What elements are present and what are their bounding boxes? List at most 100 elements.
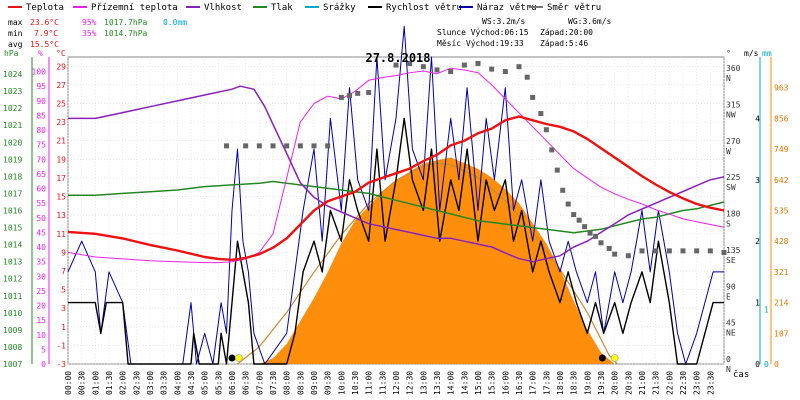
wind-direction-point-28 bbox=[560, 187, 566, 193]
stats-avg-label: avg bbox=[8, 40, 23, 49]
x-tick-17: 08:30 bbox=[296, 371, 305, 395]
direction-tick-180: 180 bbox=[726, 210, 741, 219]
x-tick-27: 13:30 bbox=[433, 371, 442, 395]
solar-tick-321: 321 bbox=[774, 268, 789, 277]
pressure-tick-1018: 1018 bbox=[3, 172, 22, 181]
info-block: max 23.6°C 95% 1017.7hPa 0.0mm min 7.9°C 35% 101… bbox=[8, 17, 612, 49]
humidity-tick-85: 85 bbox=[36, 111, 46, 120]
wind-direction-point-13 bbox=[407, 60, 413, 66]
pressure-tick-1015: 1015 bbox=[3, 224, 22, 233]
wind-direction-point-37 bbox=[612, 251, 618, 257]
x-tick-39: 19:30 bbox=[597, 371, 606, 395]
temperature-tick-11: 11 bbox=[56, 230, 66, 239]
compass-tick-0: N bbox=[726, 365, 731, 374]
wind-direction-point-17 bbox=[461, 62, 467, 68]
humidity-tick-95: 95 bbox=[36, 82, 46, 91]
direction-tick-90: 90 bbox=[726, 282, 736, 291]
legend-label-6: Náraz větru bbox=[477, 3, 537, 13]
solar-tick-856: 856 bbox=[774, 114, 789, 123]
x-tick-44: 22:00 bbox=[665, 371, 674, 395]
x-tick-20: 10:00 bbox=[337, 371, 346, 395]
moon-rise-marker bbox=[598, 354, 606, 362]
temperature-tick-17: 17 bbox=[56, 174, 66, 183]
x-tick-28: 14:00 bbox=[447, 371, 456, 395]
info-sun-set: Západ:20:00 bbox=[540, 28, 593, 37]
temperature-axis-unit: °C bbox=[56, 49, 66, 58]
x-tick-43: 21:30 bbox=[652, 371, 661, 395]
compass-tick-135: SE bbox=[726, 256, 736, 265]
solar-tick-963: 963 bbox=[774, 84, 789, 93]
x-tick-16: 08:00 bbox=[283, 371, 292, 395]
wind-direction-point-14 bbox=[420, 64, 426, 70]
wind-direction-point-39 bbox=[639, 248, 645, 254]
humidity-tick-50: 50 bbox=[36, 214, 46, 223]
compass-tick-270: W bbox=[726, 147, 731, 156]
humidity-tick-40: 40 bbox=[36, 243, 46, 252]
wind-direction-point-21 bbox=[516, 64, 522, 70]
wind-direction-point-42 bbox=[680, 248, 686, 254]
stats-max-label: max bbox=[8, 18, 23, 27]
wind-direction-point-32 bbox=[582, 224, 588, 230]
wind-direction-point-24 bbox=[538, 111, 544, 117]
x-tick-6: 03:00 bbox=[146, 371, 155, 395]
wind-direction-point-19 bbox=[489, 66, 495, 72]
humidity-tick-45: 45 bbox=[36, 228, 46, 237]
temperature-tick-1: 1 bbox=[61, 323, 66, 332]
humidity-tick-25: 25 bbox=[36, 287, 46, 296]
stats-avg-temp: 15.5°C bbox=[30, 40, 59, 49]
direction-axis-unit: ° bbox=[726, 49, 731, 58]
pressure-tick-1008: 1008 bbox=[3, 343, 22, 352]
humidity-tick-70: 70 bbox=[36, 155, 46, 164]
compass-tick-180: S bbox=[726, 220, 731, 229]
solar-tick-535: 535 bbox=[774, 207, 789, 216]
direction-tick-360: 360 bbox=[726, 64, 741, 73]
x-tick-45: 22:30 bbox=[679, 371, 688, 395]
pressure-tick-1017: 1017 bbox=[3, 189, 22, 198]
temperature-tick-15: 15 bbox=[56, 193, 66, 202]
wind-direction-point-23 bbox=[530, 94, 536, 100]
x-tick-38: 19:00 bbox=[583, 371, 592, 395]
wind-direction-point-43 bbox=[694, 248, 700, 254]
wind-gust-line bbox=[67, 25, 724, 365]
legend: Teplota Přízemní teplota Vlhkost Tlak Srážky… bbox=[8, 3, 601, 13]
x-tick-35: 17:30 bbox=[542, 371, 551, 395]
wind-direction-point-2 bbox=[256, 143, 262, 149]
wind-direction-point-41 bbox=[666, 248, 672, 254]
plot-area bbox=[67, 25, 727, 365]
compass-tick-225: SW bbox=[726, 183, 736, 192]
wind-direction-point-0 bbox=[224, 143, 230, 149]
humidity-tick-65: 65 bbox=[36, 170, 46, 179]
chart-title: 27.8.2018 bbox=[365, 51, 430, 65]
legend-label-5: Rychlost větru bbox=[386, 3, 462, 13]
temperature-tick-13: 13 bbox=[56, 211, 66, 220]
direction-tick-225: 225 bbox=[726, 173, 741, 182]
wind-direction-point-30 bbox=[571, 212, 577, 218]
x-tick-37: 18:30 bbox=[570, 371, 579, 395]
humidity-tick-15: 15 bbox=[36, 316, 46, 325]
pressure-tick-1011: 1011 bbox=[3, 292, 22, 301]
wind-direction-point-33 bbox=[587, 230, 593, 236]
solar-radiation-area bbox=[259, 157, 615, 364]
wind-direction-point-38 bbox=[625, 253, 631, 259]
wind-direction-point-26 bbox=[549, 147, 555, 153]
temperature-tick--3: -3 bbox=[56, 360, 66, 369]
x-tick-46: 23:00 bbox=[693, 371, 702, 395]
pressure-tick-1020: 1020 bbox=[3, 138, 22, 147]
x-axis-unit: čas bbox=[733, 369, 749, 380]
info-ws: WS:3.2m/s bbox=[482, 17, 526, 26]
temperature-tick-9: 9 bbox=[61, 248, 66, 257]
pressure-tick-1013: 1013 bbox=[3, 258, 22, 267]
pressure-tick-1024: 1024 bbox=[3, 70, 22, 79]
humidity-tick-5: 5 bbox=[41, 345, 46, 354]
temperature-tick--1: -1 bbox=[56, 341, 66, 350]
x-tick-15: 07:30 bbox=[269, 371, 278, 395]
x-tick-11: 05:30 bbox=[214, 371, 223, 395]
stats-max-temp: 23.6°C bbox=[30, 18, 59, 27]
x-tick-25: 12:30 bbox=[406, 371, 415, 395]
pressure-tick-1021: 1021 bbox=[3, 121, 22, 130]
wind-direction-point-22 bbox=[524, 74, 530, 80]
humidity-tick-35: 35 bbox=[36, 258, 46, 267]
wind-direction-point-10 bbox=[355, 90, 361, 96]
x-tick-22: 11:00 bbox=[365, 371, 374, 395]
